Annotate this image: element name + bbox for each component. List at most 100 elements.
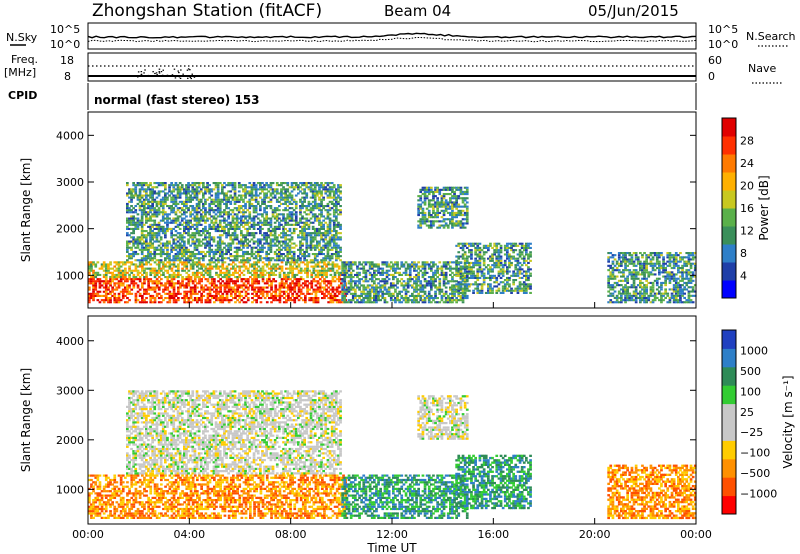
echo-cell [246,244,249,247]
echo-cell [434,211,437,214]
echo-cell [126,271,129,274]
echo-cell [227,232,230,235]
echo-cell [434,284,437,287]
echo-cell [425,297,429,300]
cpid-text: normal (fast stereo) 153 [94,93,260,107]
echo-cell [320,190,323,193]
echo-cell [451,188,454,191]
echo-cell [197,230,201,233]
echo-cell [328,182,332,185]
echo-cell [370,301,374,304]
echo-cell [349,278,353,281]
echo-cell [411,278,414,281]
echo-cell [362,271,366,274]
echo-cell [392,286,395,289]
echo-cell [240,219,243,222]
echo-cell [290,242,294,245]
echo-cell [206,301,210,304]
echo-cell [189,267,193,270]
echo-cell [100,280,104,283]
echo-cell [299,257,302,260]
echo-cell [221,292,225,295]
echo-cell [449,280,452,283]
echo-cell [269,244,273,247]
echo-cell [248,182,252,185]
echo-cell [293,263,297,266]
echo-cell [318,282,322,285]
echo-cell [442,193,446,196]
echo-cell [453,299,456,302]
echo-cell [196,297,199,300]
echo-cell [134,227,138,230]
echo-cell [240,186,243,189]
echo-cell [322,248,325,251]
echo-cell [164,286,167,289]
echo-cell [254,209,258,212]
echo-cell [276,263,280,266]
echo-cell [183,221,186,224]
echo-cell [442,278,446,281]
echo-cell [366,301,370,304]
echo-cell [233,217,237,220]
echo-cell [132,238,135,241]
echo-cell [274,292,278,295]
echo-cell [358,297,361,300]
echo-cell [288,240,292,243]
echo-cell [306,284,309,287]
echo-cell [417,224,420,227]
echo-cell [325,290,328,293]
echo-cell [254,186,258,189]
echo-cell [166,192,169,195]
echo-cell [132,230,135,233]
echo-cell [136,184,140,187]
echo-cell [421,186,425,189]
echo-cell [295,284,299,287]
echo-cell [290,236,294,239]
echo-cell [200,288,203,291]
echo-cell [457,263,461,266]
echo-cell [333,273,337,276]
echo-cell [216,202,220,205]
echo-cell [221,271,225,274]
echo-cell [436,207,439,210]
echo-cell [217,261,220,264]
echo-cell [385,290,389,293]
echo-cell [389,292,393,295]
echo-cell [206,198,209,201]
echo-cell [92,263,95,266]
echo-cell [303,188,306,191]
echo-cell [161,198,165,201]
echo-cell [233,227,237,230]
echo-cell [242,205,245,208]
echo-cell [425,190,429,193]
echo-cell [225,267,229,270]
echo-cell [126,242,129,245]
echo-cell [218,242,222,245]
echo-cell [172,190,176,193]
echo-cell [162,261,165,264]
echo-cell [255,273,258,276]
echo-cell [240,184,243,187]
echo-cell [223,257,226,260]
echo-cell [218,215,222,218]
echo-cell [244,284,248,287]
echo-cell [254,196,258,199]
echo-cell [155,213,159,216]
echo-cell [299,190,302,193]
echo-cell [427,216,431,219]
echo-cell [387,286,391,289]
echo-cell [231,240,235,243]
echo-cell [265,192,268,195]
echo-cell [208,250,211,253]
echo-cell [196,276,199,279]
echo-cell [455,224,458,227]
echo-cell [267,186,271,189]
echo-cell [159,182,163,185]
echo-cell [329,282,333,285]
echo-cell [200,263,203,266]
echo-cell [375,294,378,297]
echo-cell [282,186,285,189]
echo-cell [128,299,131,302]
echo-cell [113,288,117,291]
echo-cell [265,255,268,258]
